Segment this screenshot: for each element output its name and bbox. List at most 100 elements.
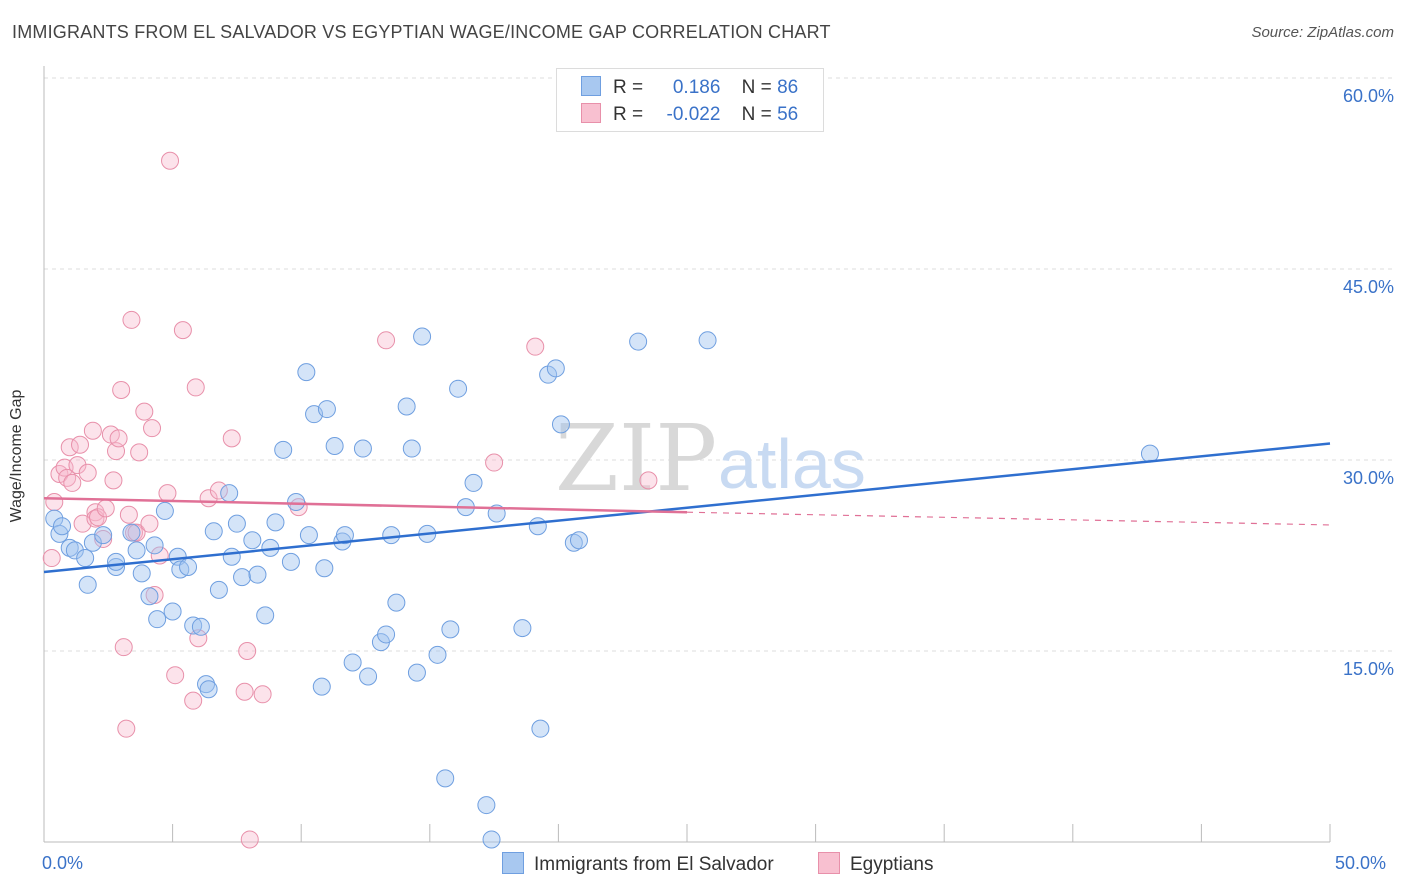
el-salvador-point xyxy=(539,365,558,384)
el-salvador-point xyxy=(482,830,501,849)
el-salvador-point xyxy=(335,526,354,545)
el-salvador-point xyxy=(528,517,547,536)
egyptians-trend-line-extrapolated xyxy=(686,511,1331,526)
y-tick-label: 15.0% xyxy=(1342,659,1394,679)
y-tick-label: 30.0% xyxy=(1342,468,1394,488)
el-salvador-point xyxy=(317,400,336,419)
el-salvador-point xyxy=(179,557,198,576)
el-salvador-point xyxy=(382,526,401,545)
el-salvador-point xyxy=(209,580,228,599)
egyptians-point xyxy=(58,468,77,487)
el-salvador-point xyxy=(436,769,455,788)
el-salvador-point xyxy=(184,616,203,635)
el-salvador-points xyxy=(45,327,1159,849)
egyptians-point xyxy=(135,402,154,421)
el-salvador-point xyxy=(233,568,252,587)
el-salvador-point xyxy=(274,440,293,459)
watermark-atlas: atlas xyxy=(718,425,866,503)
x-tick-min: 0.0% xyxy=(42,853,84,873)
legend-n-value: 56 xyxy=(777,104,799,125)
legend-swatch-pink xyxy=(818,852,840,874)
bottom-legend-el-salvador[interactable]: Immigrants from El Salvador xyxy=(502,852,774,876)
egyptians-point xyxy=(68,456,87,475)
legend-n-value: 86 xyxy=(777,77,799,98)
el-salvador-point xyxy=(564,533,583,552)
el-salvador-point xyxy=(191,617,210,636)
el-salvador-point xyxy=(387,593,406,612)
legend-n-label: N = xyxy=(741,77,772,98)
zipatlas-watermark: ZIP atlas xyxy=(555,405,866,512)
egyptians-point xyxy=(78,463,97,482)
y-tick-label: 60.0% xyxy=(1342,86,1394,106)
watermark-zip: ZIP xyxy=(555,405,717,512)
el-salvador-point xyxy=(222,547,241,566)
el-salvador-point xyxy=(199,680,218,699)
el-salvador-trend-line xyxy=(43,442,1331,574)
el-salvador-point xyxy=(122,523,141,542)
el-salvador-point xyxy=(325,436,344,455)
el-salvador-point xyxy=(140,587,159,606)
el-salvador-point xyxy=(227,514,246,533)
el-salvador-point xyxy=(145,536,164,555)
legend-r-value: -0.022 xyxy=(666,104,721,125)
el-salvador-point xyxy=(83,533,102,552)
el-salvador-point xyxy=(248,565,267,584)
egyptians-point xyxy=(109,429,128,448)
egyptians-point xyxy=(186,378,205,397)
el-salvador-point xyxy=(197,675,216,694)
el-salvador-point xyxy=(407,663,426,682)
el-salvador-point xyxy=(441,620,460,639)
egyptians-points xyxy=(42,151,658,849)
egyptians-point xyxy=(119,505,138,524)
el-salvador-point xyxy=(107,557,126,576)
legend-r-label: R = xyxy=(613,77,644,98)
el-salvador-point xyxy=(287,493,306,512)
legend-swatch-pink xyxy=(581,103,601,123)
egyptians-point xyxy=(63,473,82,492)
egyptians-point xyxy=(42,549,61,568)
egyptians-point xyxy=(130,443,149,462)
egyptians-point xyxy=(71,435,90,454)
el-salvador-point xyxy=(256,606,275,625)
egyptians-point xyxy=(122,310,141,329)
el-salvador-point xyxy=(449,379,468,398)
y-tick-label: 45.0% xyxy=(1342,277,1394,297)
el-salvador-point xyxy=(402,439,421,458)
egyptians-trend-line xyxy=(43,496,688,514)
grid-lines xyxy=(44,77,1394,652)
el-salvador-point xyxy=(155,501,174,520)
el-salvador-point xyxy=(1140,444,1159,463)
egyptians-point xyxy=(485,453,504,472)
egyptians-point xyxy=(158,484,177,503)
el-salvador-point xyxy=(397,397,416,416)
el-salvador-point xyxy=(132,564,151,583)
el-salvador-point xyxy=(377,625,396,644)
el-salvador-point xyxy=(148,610,167,629)
el-salvador-point xyxy=(243,531,262,550)
el-salvador-point xyxy=(428,645,447,664)
egyptians-point xyxy=(117,719,136,738)
egyptians-point xyxy=(104,471,123,490)
egyptians-point xyxy=(140,514,159,533)
source-label: Source: ZipAtlas.com xyxy=(1251,24,1394,41)
el-salvador-point xyxy=(698,331,717,350)
egyptians-point xyxy=(143,419,162,438)
egyptians-point xyxy=(94,529,113,548)
el-salvador-point xyxy=(76,549,95,568)
egyptians-point xyxy=(253,685,272,704)
x-tick-max: 50.0% xyxy=(1335,853,1387,873)
el-salvador-point xyxy=(266,513,285,532)
egyptians-point xyxy=(96,499,115,518)
legend-r-label: R = xyxy=(613,104,644,125)
el-salvador-point xyxy=(551,415,570,434)
el-salvador-point xyxy=(297,363,316,382)
egyptians-point xyxy=(238,642,257,660)
el-salvador-point xyxy=(204,522,223,541)
bottom-legend-egyptians[interactable]: Egyptians xyxy=(818,852,933,876)
el-salvador-point xyxy=(513,619,532,638)
el-salvador-point xyxy=(107,552,126,571)
legend-swatch-blue xyxy=(581,76,601,96)
legend-label-egyptians: Egyptians xyxy=(850,854,934,875)
el-salvador-point xyxy=(94,526,113,545)
egyptians-point xyxy=(166,666,185,685)
